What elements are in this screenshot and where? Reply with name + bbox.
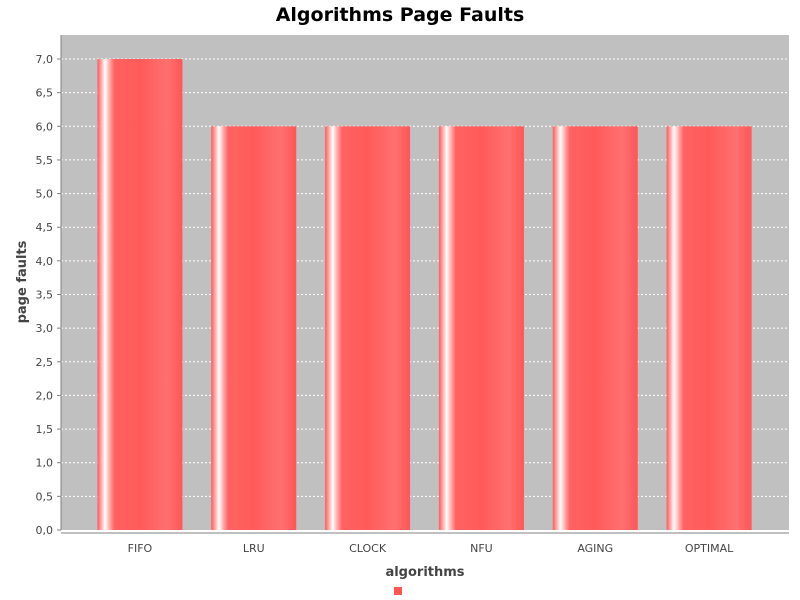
y-tick-label: 2,0: [36, 389, 54, 402]
y-tick-label: 1,5: [36, 423, 54, 436]
x-tick-label: CLOCK: [349, 542, 387, 555]
y-tick-label: 3,5: [36, 289, 54, 302]
y-tick-label: 6,5: [36, 87, 54, 100]
y-tick-label: 6,0: [36, 120, 54, 133]
x-tick-label: AGING: [577, 542, 613, 555]
y-axis-ticks: 0,0 0,5 1,0 1,5 2,0 2,5 3,0 3,5 4,0 4,5 5,0 5,5 6,0 6…: [36, 53, 61, 537]
x-tick-label: LRU: [243, 542, 265, 555]
bar-nfu: [438, 126, 524, 531]
y-tick-label: 1,0: [36, 457, 54, 470]
y-tick-label: 7,0: [36, 53, 54, 66]
y-tick-label: 0,5: [36, 490, 54, 503]
y-tick-label: 4,5: [36, 221, 54, 234]
y-axis-label: page faults: [15, 240, 30, 323]
bars: [97, 59, 752, 531]
x-axis-label: algorithms: [385, 565, 464, 580]
legend-swatch: [394, 587, 402, 595]
bar-lru: [211, 126, 297, 531]
x-axis-ticks: FIFO LRU CLOCK NFU AGING OPTIMAL: [128, 542, 735, 555]
bar-fifo: [97, 59, 183, 530]
y-tick-label: 3,0: [36, 322, 54, 335]
y-tick-label: 5,5: [36, 154, 54, 167]
y-tick-label: 0,0: [36, 524, 54, 537]
x-tick-label: NFU: [470, 542, 493, 555]
y-tick-label: 2,5: [36, 356, 54, 369]
x-tick-label: FIFO: [128, 542, 153, 555]
chart-title: Algorithms Page Faults: [276, 4, 525, 26]
bar-optimal: [666, 126, 752, 531]
bar-aging: [552, 126, 638, 531]
y-tick-label: 5,0: [36, 188, 54, 201]
bar-clock: [325, 126, 411, 531]
y-tick-label: 4,0: [36, 255, 54, 268]
x-tick-label: OPTIMAL: [685, 542, 734, 555]
